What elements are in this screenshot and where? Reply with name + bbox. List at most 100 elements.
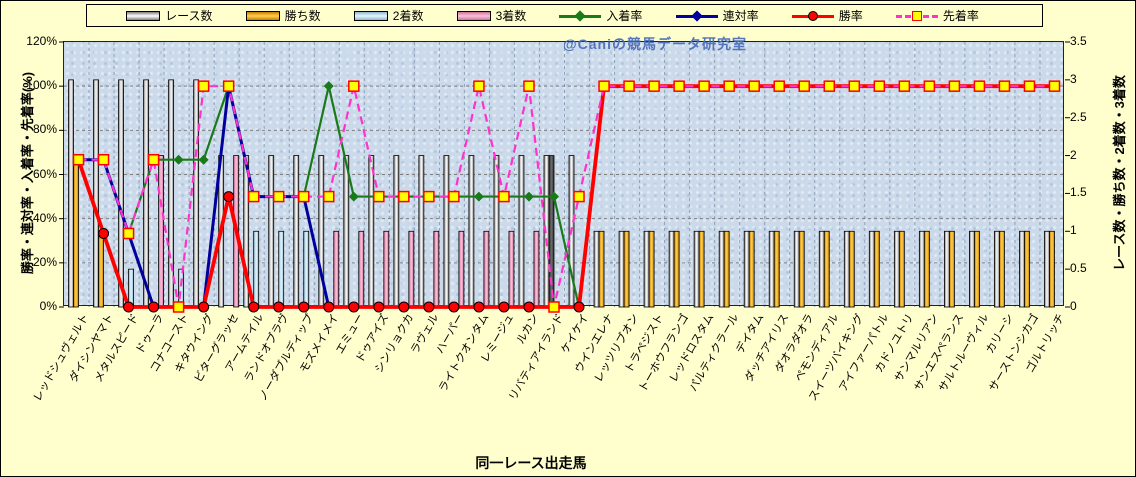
circle-marker-icon <box>223 191 235 203</box>
legend-swatch-line <box>791 9 834 23</box>
square-marker-icon <box>122 227 135 240</box>
square-marker-icon <box>923 80 936 92</box>
square-marker-icon <box>297 190 310 203</box>
bar-win-23 <box>623 230 630 308</box>
bar-race-25 <box>668 230 675 308</box>
bar-race-3 <box>118 79 124 308</box>
circle-marker-icon <box>423 301 435 313</box>
bar-third-19 <box>533 230 540 308</box>
line-勝率 <box>76 84 1055 309</box>
bar-third-12 <box>358 230 365 308</box>
bar-race-9 <box>268 155 275 308</box>
legend-label: 勝ち数 <box>284 9 321 23</box>
bar-third-16 <box>458 230 465 308</box>
bar-win-35 <box>923 230 930 308</box>
bar-third-13 <box>383 230 390 308</box>
diamond-marker-icon <box>173 154 184 165</box>
square-marker-icon <box>348 80 360 92</box>
legend-item-6: 連対率 <box>675 7 759 24</box>
right-tick-label-2.5: 2.5 <box>1070 109 1087 124</box>
bar-race-28 <box>743 230 750 308</box>
bar-win-39 <box>1024 230 1030 308</box>
watermark-text: @Caniの競馬データ研究室 <box>563 36 747 52</box>
diamond-marker-icon <box>198 154 209 165</box>
square-marker-icon <box>998 80 1011 92</box>
bar-win-38 <box>999 230 1005 308</box>
bar-race-14 <box>393 155 400 308</box>
circle-marker-icon <box>398 301 410 313</box>
bar-third-17 <box>483 230 490 308</box>
bar-win-1 <box>73 155 79 308</box>
square-marker-icon <box>973 80 986 92</box>
square-marker-icon <box>72 153 85 166</box>
bar-win-33 <box>873 230 880 308</box>
bar-race-39 <box>1019 230 1025 308</box>
bar-third-15 <box>433 230 440 308</box>
diamond-marker-icon <box>548 191 559 202</box>
x-axis-title: 同一レース出走馬 <box>475 455 587 471</box>
legend-item-4: 3着数 <box>456 7 526 24</box>
bar-race-32 <box>843 230 850 308</box>
bar-second-3 <box>128 268 134 308</box>
bar-race-23 <box>618 230 625 308</box>
diamond-marker-icon <box>523 191 534 202</box>
square-marker-icon <box>723 80 735 92</box>
legend-square-marker-icon <box>911 10 922 21</box>
legend-item-8: 先着率 <box>895 7 979 24</box>
legend-diamond-marker-icon <box>690 9 703 22</box>
square-marker-icon <box>97 153 110 166</box>
bar-race-37 <box>969 230 975 308</box>
legend-swatch-second-bar <box>353 10 388 21</box>
bar-win-37 <box>974 230 980 308</box>
circle-marker-icon <box>323 301 335 313</box>
bar-race-15 <box>418 155 425 308</box>
bar-race-33 <box>868 230 875 308</box>
square-marker-icon <box>848 80 861 92</box>
right-tick-label-0.5: 0.5 <box>1070 261 1087 276</box>
square-marker-icon <box>423 190 435 203</box>
square-marker-icon <box>573 190 585 203</box>
circle-marker-icon <box>148 301 160 313</box>
legend-label: 先着率 <box>942 9 979 23</box>
left-tick-label-60%: 60% <box>32 166 57 181</box>
right-tick-label-1.5: 1.5 <box>1070 185 1087 200</box>
square-marker-icon <box>398 190 410 203</box>
square-marker-icon <box>948 80 961 92</box>
bar-third-18 <box>508 230 515 308</box>
circle-marker-icon <box>473 301 485 313</box>
bar-race-40 <box>1044 230 1050 308</box>
bar-second-8 <box>253 230 260 308</box>
square-marker-icon <box>523 80 535 92</box>
square-marker-icon <box>147 153 160 166</box>
legend-swatch-line <box>559 9 602 23</box>
legend-item-1: レース数 <box>126 7 213 24</box>
bar-win-30 <box>798 230 805 308</box>
circle-marker-icon <box>123 301 135 313</box>
bar-race-2 <box>93 79 99 308</box>
square-marker-icon <box>698 80 710 92</box>
bar-race-10 <box>293 155 300 308</box>
bar-win-22 <box>598 230 605 308</box>
circle-marker-icon <box>298 301 310 313</box>
legend-item-3: 2着数 <box>353 7 423 24</box>
bar-win-31 <box>823 230 830 308</box>
right-tick-label-2: 2 <box>1070 147 1077 162</box>
circle-marker-icon <box>448 301 460 313</box>
bar-second-9 <box>278 230 285 308</box>
legend-item-7: 勝率 <box>791 7 863 24</box>
bar-race-12 <box>343 155 350 308</box>
circle-marker-icon <box>198 301 210 313</box>
plot-area <box>59 41 1070 313</box>
left-tick-label-0%: 0% <box>39 299 57 313</box>
bar-race-26 <box>693 230 700 308</box>
square-marker-icon <box>172 301 185 313</box>
legend-label: 勝率 <box>838 9 863 23</box>
left-tick-label-100%: 100% <box>26 78 57 93</box>
square-marker-icon <box>272 190 285 203</box>
legend-item-2: 勝ち数 <box>245 7 321 24</box>
square-marker-icon <box>323 190 335 203</box>
square-marker-icon <box>798 80 810 92</box>
square-marker-icon <box>773 80 785 92</box>
bar-win-26 <box>698 230 705 308</box>
